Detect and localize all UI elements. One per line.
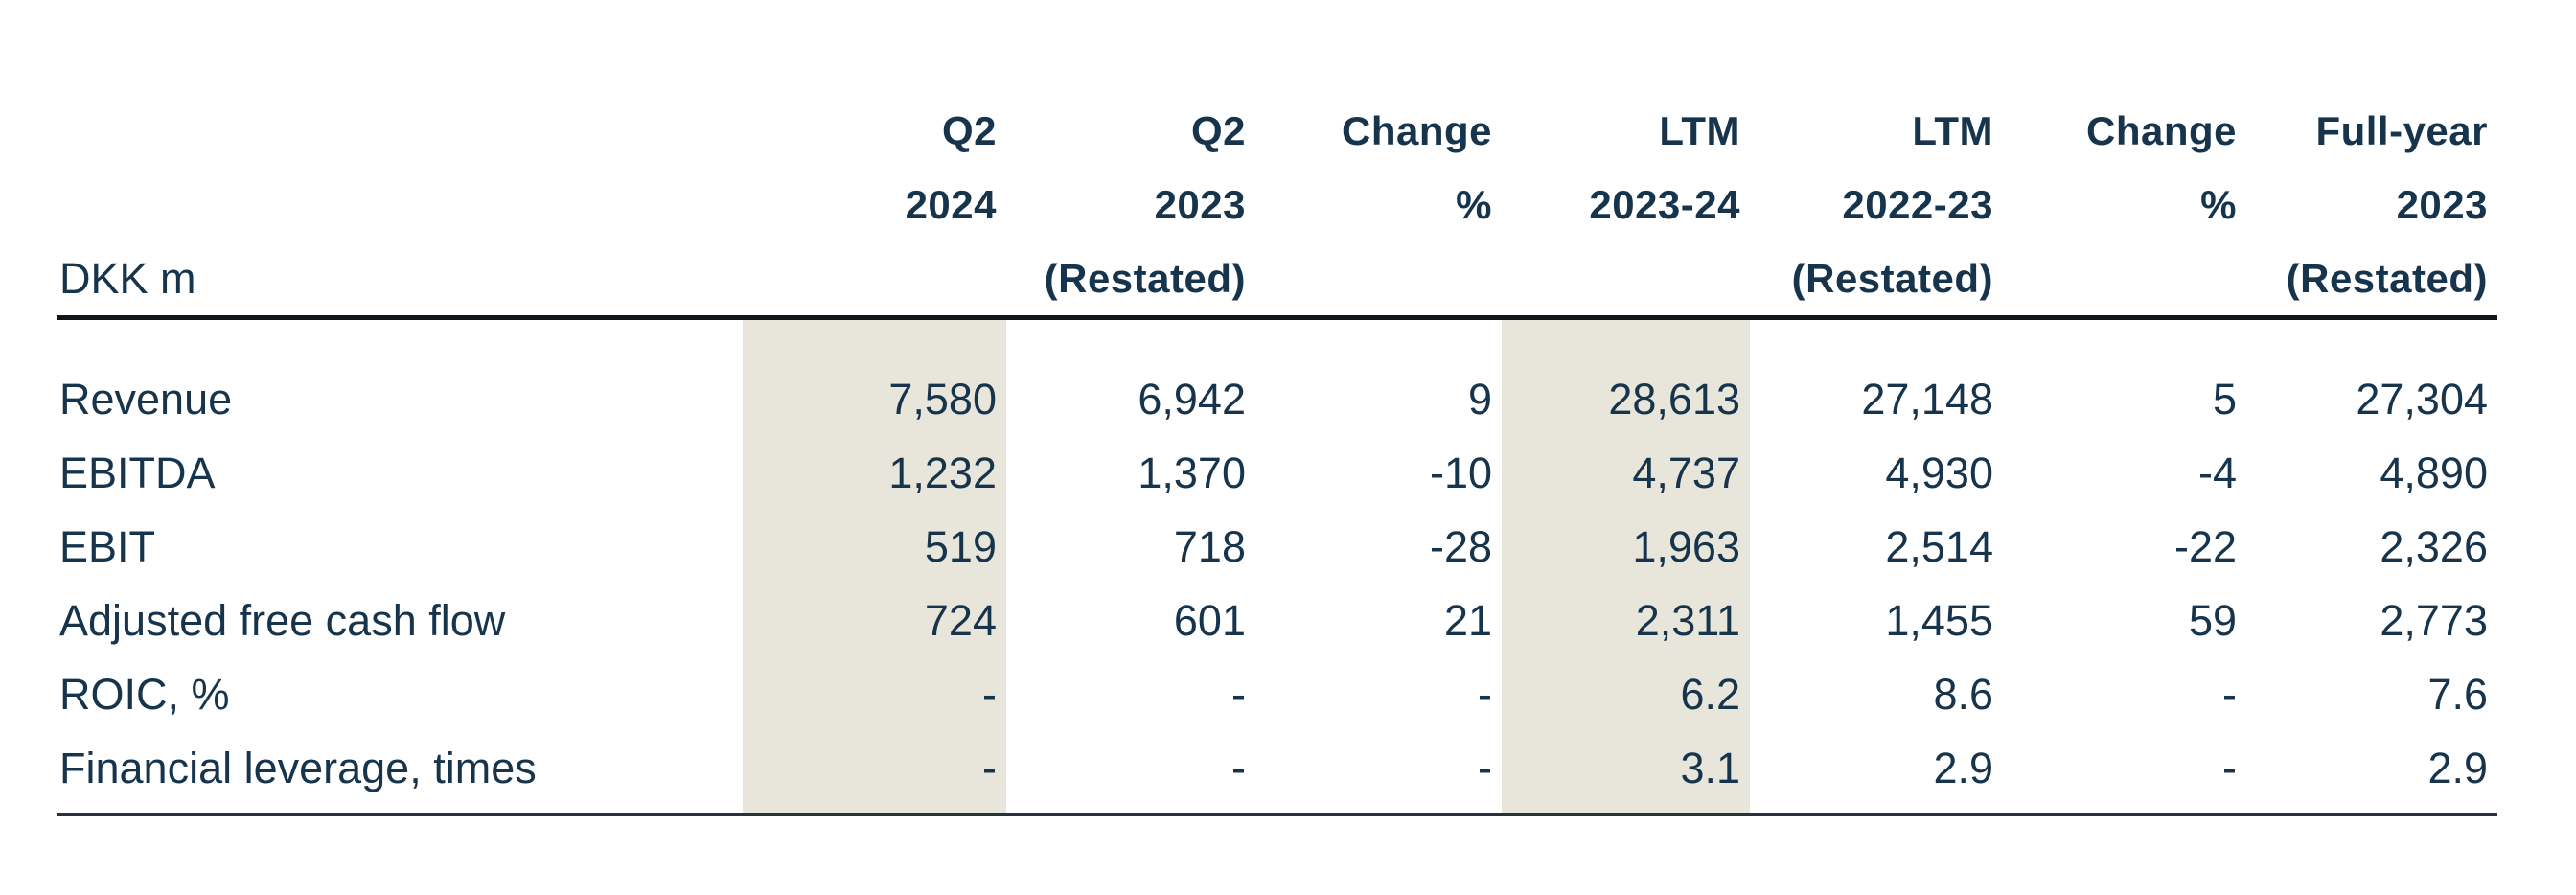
header-ltm-2023-24-line3 — [1502, 241, 1750, 315]
cell-full-year: 7.6 — [2427, 670, 2488, 719]
cell-q2-2023: 1,370 — [1138, 448, 1246, 497]
cell-ltm-2022-23: 2,514 — [1885, 522, 1993, 571]
cell-q2-2023: - — [1231, 670, 1246, 719]
cell-change-ltm: 5 — [2212, 375, 2237, 424]
header-spacer — [58, 94, 743, 168]
cell-ltm-2023-24: 1,963 — [1632, 522, 1740, 571]
cell-change-ltm: 59 — [2188, 596, 2237, 645]
cell-ltm-2023-24: 28,613 — [1608, 375, 1740, 424]
table-row-ebit: EBIT 519 718 -28 1,963 2,514 -22 2,326 — [58, 510, 2497, 584]
cell-change-ltm: - — [2222, 744, 2237, 792]
cell-q2-2024: 724 — [924, 596, 997, 645]
header-row-3: DKK m (Restated) (Restated) (Restated) — [58, 241, 2497, 315]
header-full-year-line2: 2023 — [2396, 182, 2488, 227]
header-change-ltm-line2: % — [2200, 182, 2237, 227]
cell-change-ltm: -22 — [2174, 522, 2237, 571]
table-row-financial-leverage: Financial leverage, times - - - 3.1 2.9 … — [58, 731, 2497, 805]
header-ltm-2023-24-line1: LTM — [1659, 108, 1740, 153]
cell-q2-2024: 7,580 — [888, 375, 997, 424]
cell-q2-2024: 1,232 — [888, 448, 997, 497]
table-header: Q2 Q2 Change LTM LTM Change Full-year 20… — [58, 94, 2497, 320]
cell-ltm-2023-24: 6.2 — [1680, 670, 1740, 719]
header-q2-2024-line3 — [743, 241, 1006, 315]
header-change-q2-line3 — [1255, 241, 1502, 315]
cell-ltm-2022-23: 8.6 — [1933, 670, 1993, 719]
cell-change-q2: 21 — [1443, 596, 1492, 645]
header-full-year-line3: (Restated) — [2286, 256, 2488, 301]
row-label: ROIC, % — [59, 670, 230, 719]
cell-ltm-2023-24: 4,737 — [1632, 448, 1740, 497]
cell-full-year: 4,890 — [2380, 448, 2488, 497]
cell-ltm-2023-24: 2,311 — [1635, 596, 1740, 645]
header-ltm-2022-23-line2: 2022-23 — [1842, 182, 1993, 227]
row-label: EBIT — [59, 522, 156, 571]
cell-change-ltm: -4 — [2197, 448, 2237, 497]
cell-full-year: 2,773 — [2380, 596, 2488, 645]
cell-ltm-2022-23: 4,930 — [1885, 448, 1993, 497]
header-q2-2024-line2: 2024 — [905, 182, 997, 227]
cell-change-q2: 9 — [1467, 375, 1492, 424]
cell-q2-2023: 6,942 — [1138, 375, 1246, 424]
row-label: Financial leverage, times — [59, 744, 537, 792]
header-ltm-2023-24-line2: 2023-24 — [1589, 182, 1740, 227]
cell-q2-2024: - — [982, 670, 997, 719]
header-q2-2023-line1: Q2 — [1190, 108, 1246, 153]
cell-change-q2: -10 — [1429, 448, 1492, 497]
header-full-year-line1: Full-year — [2315, 108, 2488, 153]
cell-q2-2023: - — [1231, 744, 1246, 792]
cell-q2-2023: 601 — [1173, 596, 1246, 645]
header-row-2: 2024 2023 % 2023-24 2022-23 % 2023 — [58, 168, 2497, 241]
financial-summary-table: Q2 Q2 Change LTM LTM Change Full-year 20… — [58, 94, 2497, 816]
cell-change-q2: - — [1478, 670, 1492, 719]
header-change-q2-line2: % — [1456, 182, 1492, 227]
header-ltm-2022-23-line1: LTM — [1912, 108, 1993, 153]
cell-ltm-2022-23: 2.9 — [1933, 744, 1993, 792]
cell-full-year: 2,326 — [2380, 522, 2488, 571]
header-change-q2-line1: Change — [1341, 108, 1492, 153]
header-q2-2023-line3: (Restated) — [1044, 256, 1246, 301]
cell-q2-2024: - — [982, 744, 997, 792]
cell-full-year: 2.9 — [2427, 744, 2488, 792]
table-row-roic: ROIC, % - - - 6.2 8.6 - 7.6 — [58, 657, 2497, 731]
cell-change-ltm: - — [2222, 670, 2237, 719]
table-row-revenue: Revenue 7,580 6,942 9 28,613 27,148 5 27… — [58, 362, 2497, 436]
cell-q2-2024: 519 — [924, 522, 997, 571]
cell-full-year: 27,304 — [2356, 375, 2488, 424]
cell-ltm-2023-24: 3.1 — [1680, 744, 1740, 792]
highlight-band-ltm-2023-24 — [1502, 320, 1750, 813]
row-label: Adjusted free cash flow — [59, 596, 506, 645]
highlight-band-q2-2024 — [743, 320, 1006, 813]
unit-label: DKK m — [59, 254, 196, 303]
cell-ltm-2022-23: 1,455 — [1885, 596, 1993, 645]
table-row-ebitda: EBITDA 1,232 1,370 -10 4,737 4,930 -4 4,… — [58, 436, 2497, 510]
header-row-1: Q2 Q2 Change LTM LTM Change Full-year — [58, 94, 2497, 168]
cell-change-q2: -28 — [1429, 522, 1492, 571]
header-spacer — [58, 168, 743, 241]
header-change-ltm-line1: Change — [2085, 108, 2237, 153]
header-ltm-2022-23-line3: (Restated) — [1791, 256, 1993, 301]
row-label: Revenue — [59, 375, 233, 424]
cell-ltm-2022-23: 27,148 — [1861, 375, 1993, 424]
header-change-ltm-line3 — [2003, 241, 2246, 315]
cell-q2-2023: 718 — [1173, 522, 1246, 571]
row-label: EBITDA — [59, 448, 216, 497]
header-q2-2024-line1: Q2 — [941, 108, 997, 153]
header-q2-2023-line2: 2023 — [1154, 182, 1246, 227]
table-row-adjusted-free-cash-flow: Adjusted free cash flow 724 601 21 2,311… — [58, 584, 2497, 657]
table-body: Revenue 7,580 6,942 9 28,613 27,148 5 27… — [58, 320, 2497, 816]
cell-change-q2: - — [1478, 744, 1492, 792]
